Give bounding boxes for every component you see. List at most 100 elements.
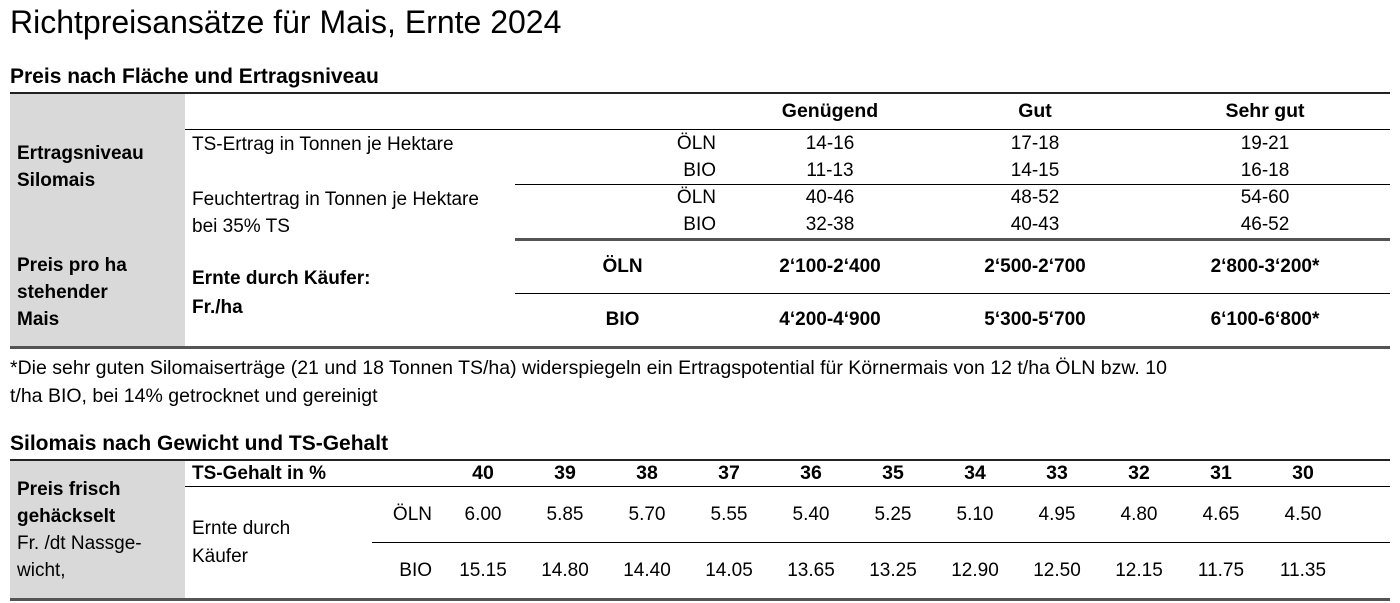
value-cell: 16-18 xyxy=(1140,157,1390,185)
row-desc-ernte-durch-kaeufer: Ernte durch Käufer xyxy=(185,487,372,600)
row-desc-line: TS-Ertrag in Tonnen je Hektare xyxy=(192,134,454,155)
row-desc-line: Käufer xyxy=(192,545,248,567)
price-cell: 13.25 xyxy=(869,559,917,581)
footnote-line: *Die sehr guten Silomaiserträge (21 und … xyxy=(10,357,1167,379)
price-cell: 4.50 xyxy=(1262,486,1344,543)
column-header-sehr-gut: Sehr gut xyxy=(1140,93,1390,130)
ts-column-header: 35 xyxy=(852,460,934,487)
price-cell: 5‘300-5‘700 xyxy=(984,309,1086,330)
price-cell: 11.75 xyxy=(1197,559,1245,581)
price-cell: 12.90 xyxy=(951,559,999,581)
row-group-label-line: Preis frisch xyxy=(17,478,121,500)
price-cell: 12.50 xyxy=(1033,559,1081,581)
row-desc-feuchtertrag: Feuchtertrag in Tonnen je Hektare bei 35… xyxy=(185,185,515,240)
ts-gehalt-header: TS-Gehalt in % xyxy=(185,460,372,487)
empty-cell xyxy=(185,93,515,130)
row-desc-line: Feuchtertrag in Tonnen je Hektare xyxy=(192,188,479,210)
variant-label-bio: BIO xyxy=(399,559,432,581)
value-cell: 14-15 xyxy=(930,157,1140,185)
row-group-label-line: stehender xyxy=(17,282,108,304)
value-cell: 46-52 xyxy=(1140,211,1390,242)
row-group-label-ertragsniveau: Ertragsniveau Silomais xyxy=(10,93,185,240)
value-cell: 48-52 xyxy=(1010,187,1060,209)
value-cell: 54-60 xyxy=(1240,187,1290,209)
price-cell: 2‘800-3‘200* xyxy=(1140,239,1390,294)
price-cell: 15.15 xyxy=(459,559,507,581)
price-cell: 4‘200-4‘900 xyxy=(779,309,881,330)
variant-label-bio: BIO xyxy=(515,157,730,185)
row-group-label-line: Silomais xyxy=(17,169,96,191)
price-cell: 11.35 xyxy=(1279,559,1327,581)
row-group-label-preis-pro-ha: Preis pro ha stehender Mais xyxy=(10,239,185,348)
variant-label-oeln: ÖLN xyxy=(515,239,730,294)
price-cell: 14.40 xyxy=(623,559,671,581)
price-cell: 5.85 xyxy=(524,486,606,543)
price-cell: 5.55 xyxy=(688,486,770,543)
ts-column-header: 30 xyxy=(1262,460,1344,487)
ts-column-header: 31 xyxy=(1180,460,1262,487)
price-cell: 6.00 xyxy=(442,486,524,543)
price-cell: 2‘500-2‘700 xyxy=(930,239,1140,294)
value-cell: 32-38 xyxy=(730,211,930,242)
price-by-area-table: Ertragsniveau Silomais Genügend Gut Sehr… xyxy=(10,92,1390,349)
price-cell: 5.70 xyxy=(606,486,688,543)
price-cell: 2‘100-2‘400 xyxy=(730,239,930,294)
ts-column-header: 32 xyxy=(1098,460,1180,487)
value-cell: 11-13 xyxy=(730,157,930,185)
column-header-genuegend: Genügend xyxy=(730,93,930,130)
row-desc-line: Ernte durch Käufer: xyxy=(192,267,371,289)
price-cell: 14.80 xyxy=(541,559,589,581)
variant-label-oeln: ÖLN xyxy=(676,187,716,209)
variant-label-oeln: ÖLN xyxy=(676,132,716,154)
empty-cell xyxy=(1344,486,1390,543)
row-group-label-line: Preis pro ha xyxy=(17,255,127,277)
variant-label-bio: BIO xyxy=(515,211,730,242)
section1-heading: Preis nach Fläche und Ertragsniveau xyxy=(10,65,379,88)
value-cell: 40-43 xyxy=(930,211,1140,242)
price-cell: 12.15 xyxy=(1115,559,1163,581)
price-cell: 14.05 xyxy=(705,559,753,581)
row-desc-ernte-durch-kaeufer: Ernte durch Käufer: Fr./ha xyxy=(185,240,515,348)
empty-cell xyxy=(515,93,730,130)
footnote-line: t/ha BIO, bei 14% getrocknet und gereini… xyxy=(10,385,378,407)
price-cell: 4.80 xyxy=(1098,486,1180,543)
empty-cell xyxy=(1344,543,1390,600)
ts-column-header: 40 xyxy=(442,460,524,487)
ts-column-header: 39 xyxy=(524,460,606,487)
row-desc-line: Ernte durch xyxy=(192,517,291,539)
row-group-label-line: Fr. /dt Nassge- xyxy=(17,532,142,554)
empty-cell xyxy=(1344,460,1390,487)
ts-column-header: 37 xyxy=(688,460,770,487)
ts-column-header: 38 xyxy=(606,460,688,487)
value-cell: 40-46 xyxy=(805,187,855,209)
price-cell: 13.65 xyxy=(787,559,835,581)
price-cell: 6‘100-6‘800* xyxy=(1210,309,1320,330)
price-cell: 5.40 xyxy=(770,486,852,543)
variant-label-oeln: ÖLN xyxy=(372,486,442,543)
silage-weight-ts-table: Preis frisch gehäckselt Fr. /dt Nassge- … xyxy=(10,459,1390,601)
row-desc-ts-ertrag: TS-Ertrag in Tonnen je Hektare xyxy=(185,130,515,185)
row-desc-line: bei 35% TS xyxy=(192,215,290,237)
row-group-label-preis-frisch: Preis frisch gehäckselt Fr. /dt Nassge- … xyxy=(10,460,185,600)
price-cell: 5.10 xyxy=(934,486,1016,543)
document: Richtpreisansätze für Mais, Ernte 2024 P… xyxy=(10,4,1390,601)
empty-cell xyxy=(372,460,442,487)
column-header-gut: Gut xyxy=(930,93,1140,130)
value-cell: 17-18 xyxy=(1010,132,1060,154)
row-group-label-line: Mais xyxy=(17,309,60,331)
ts-column-header: 36 xyxy=(770,460,852,487)
ts-column-header: 33 xyxy=(1016,460,1098,487)
row-group-label-line: gehäckselt xyxy=(17,505,116,527)
price-cell: 5.25 xyxy=(852,486,934,543)
page-title: Richtpreisansätze für Mais, Ernte 2024 xyxy=(10,4,562,40)
row-group-label-line: wicht, xyxy=(17,559,66,581)
section2-heading: Silomais nach Gewicht und TS-Gehalt xyxy=(10,432,389,455)
footnote: *Die sehr guten Silomaiserträge (21 und … xyxy=(10,354,1390,410)
price-cell: 4.95 xyxy=(1016,486,1098,543)
variant-label-bio: BIO xyxy=(605,309,640,330)
price-cell: 4.65 xyxy=(1180,486,1262,543)
row-group-label-line: Ertragsniveau xyxy=(17,142,144,164)
value-cell: 14-16 xyxy=(805,132,855,154)
value-cell: 19-21 xyxy=(1240,132,1290,154)
ts-column-header: 34 xyxy=(934,460,1016,487)
